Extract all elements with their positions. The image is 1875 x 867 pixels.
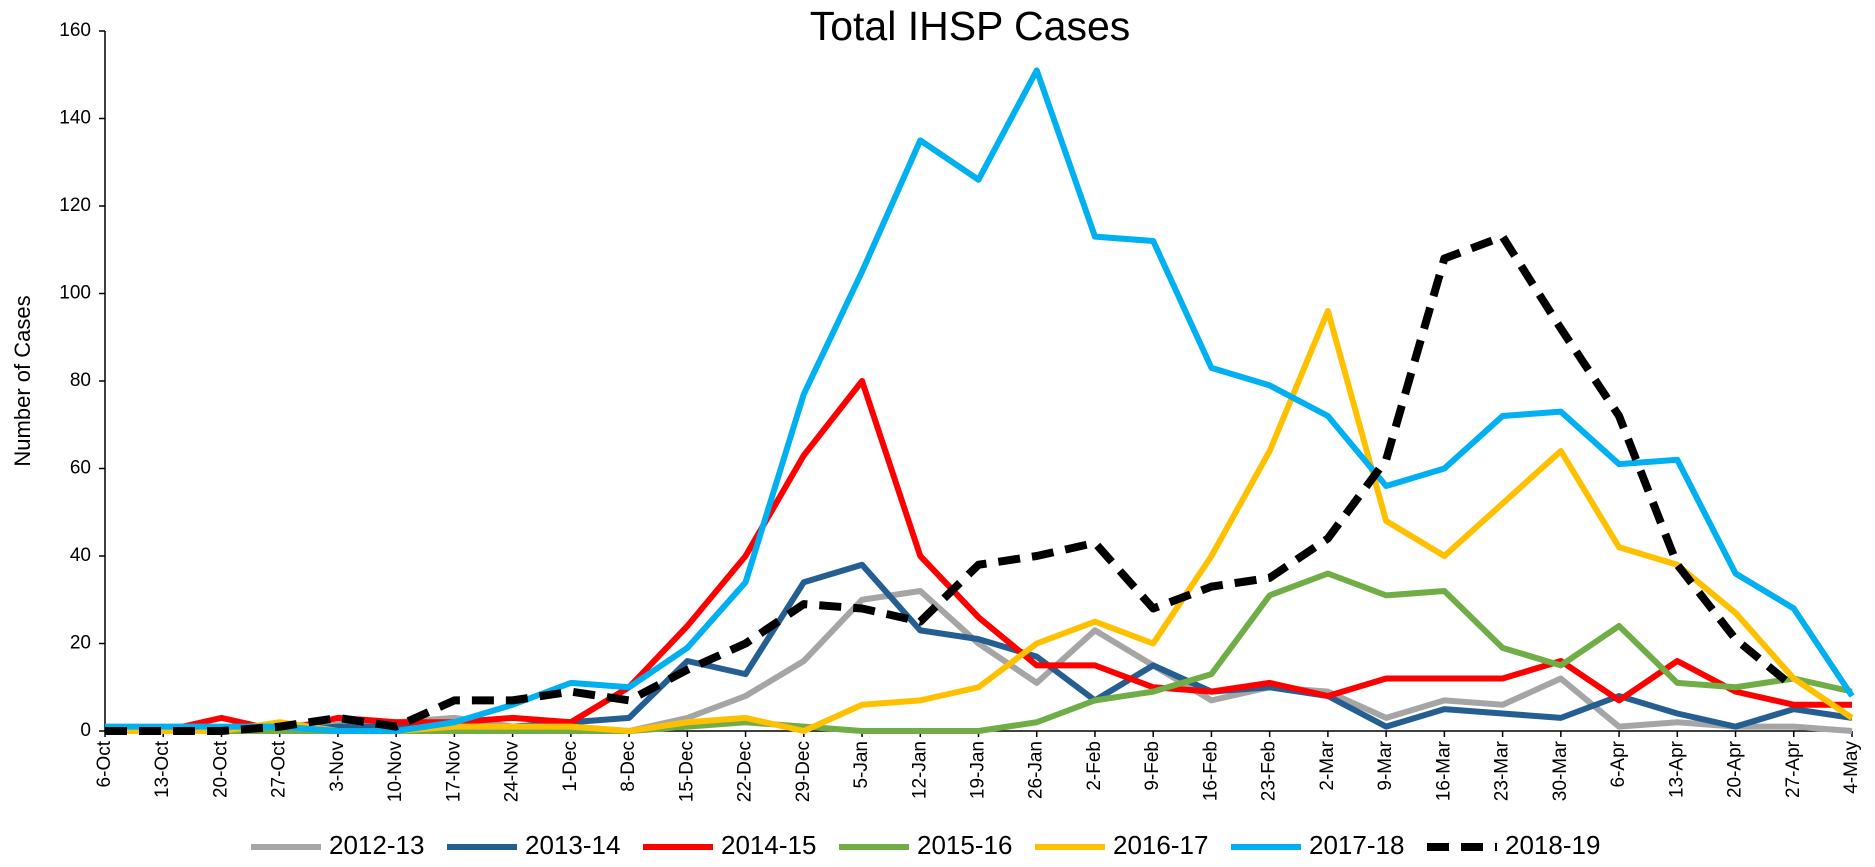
y-tick-label: 40 <box>70 545 91 566</box>
x-tick-label: 9-Feb <box>1142 741 1163 791</box>
x-tick-label: 1-Dec <box>560 741 581 792</box>
chart-title: Total IHSP Cases <box>810 3 1131 49</box>
x-tick-label: 13-Oct <box>152 740 173 798</box>
x-tick-label: 6-Apr <box>1608 740 1629 787</box>
series-line <box>105 232 1797 735</box>
x-tick-label: 23-Mar <box>1492 740 1513 801</box>
y-tick-label: 60 <box>70 458 91 479</box>
y-tick-label: 140 <box>59 108 91 129</box>
x-tick-label: 22-Dec <box>735 741 756 802</box>
y-tick-label: 80 <box>70 370 91 391</box>
x-tick-label: 16-Mar <box>1433 740 1454 801</box>
x-tick-label: 24-Nov <box>502 741 523 803</box>
y-axis-label: Number of Cases <box>10 295 35 466</box>
series-line <box>105 308 1854 734</box>
x-tick-label: 3-Nov <box>327 741 348 792</box>
x-tick-label: 10-Nov <box>385 741 406 803</box>
y-tick-label: 120 <box>59 195 91 216</box>
x-tick-label: 16-Feb <box>1200 741 1221 801</box>
x-tick-label: 6-Oct <box>94 740 115 787</box>
y-tick-label: 20 <box>70 633 91 654</box>
x-tick-label: 2-Mar <box>1317 740 1338 790</box>
x-tick-label: 29-Dec <box>793 741 814 802</box>
x-tick-label: 27-Oct <box>269 740 290 798</box>
x-tick-label: 8-Dec <box>618 741 639 792</box>
x-tick-label: 26-Jan <box>1026 741 1047 799</box>
series-line <box>105 67 1855 734</box>
y-tick-label: 0 <box>80 720 91 741</box>
legend-label: 2015-16 <box>917 830 1012 860</box>
x-tick-label: 9-Mar <box>1375 740 1396 790</box>
x-tick-label: 20-Oct <box>210 740 231 798</box>
legend-label: 2014-15 <box>721 830 816 860</box>
legend-label: 2016-17 <box>1113 830 1208 860</box>
x-tick-label: 30-Mar <box>1550 740 1571 801</box>
y-tick-label: 160 <box>59 20 91 41</box>
legend-label: 2012-13 <box>329 830 424 860</box>
x-tick-label: 17-Nov <box>443 741 464 803</box>
x-tick-label: 13-Apr <box>1666 740 1687 798</box>
x-tick-label: 19-Jan <box>968 741 989 799</box>
x-tick-label: 20-Apr <box>1725 740 1746 798</box>
legend-label: 2018-19 <box>1505 830 1600 860</box>
legend-label: 2013-14 <box>525 830 620 860</box>
x-tick-label: 27-Apr <box>1783 740 1804 798</box>
x-tick-label: 2-Feb <box>1084 741 1105 791</box>
x-tick-label: 15-Dec <box>676 741 697 802</box>
y-tick-label: 100 <box>59 283 91 304</box>
series-line <box>105 378 1852 734</box>
legend-label: 2017-18 <box>1309 830 1404 860</box>
x-tick-label: 4-May <box>1841 741 1862 794</box>
x-tick-label: 5-Jan <box>851 741 872 789</box>
x-tick-label: 23-Feb <box>1259 741 1280 801</box>
x-tick-label: 12-Jan <box>909 741 930 799</box>
